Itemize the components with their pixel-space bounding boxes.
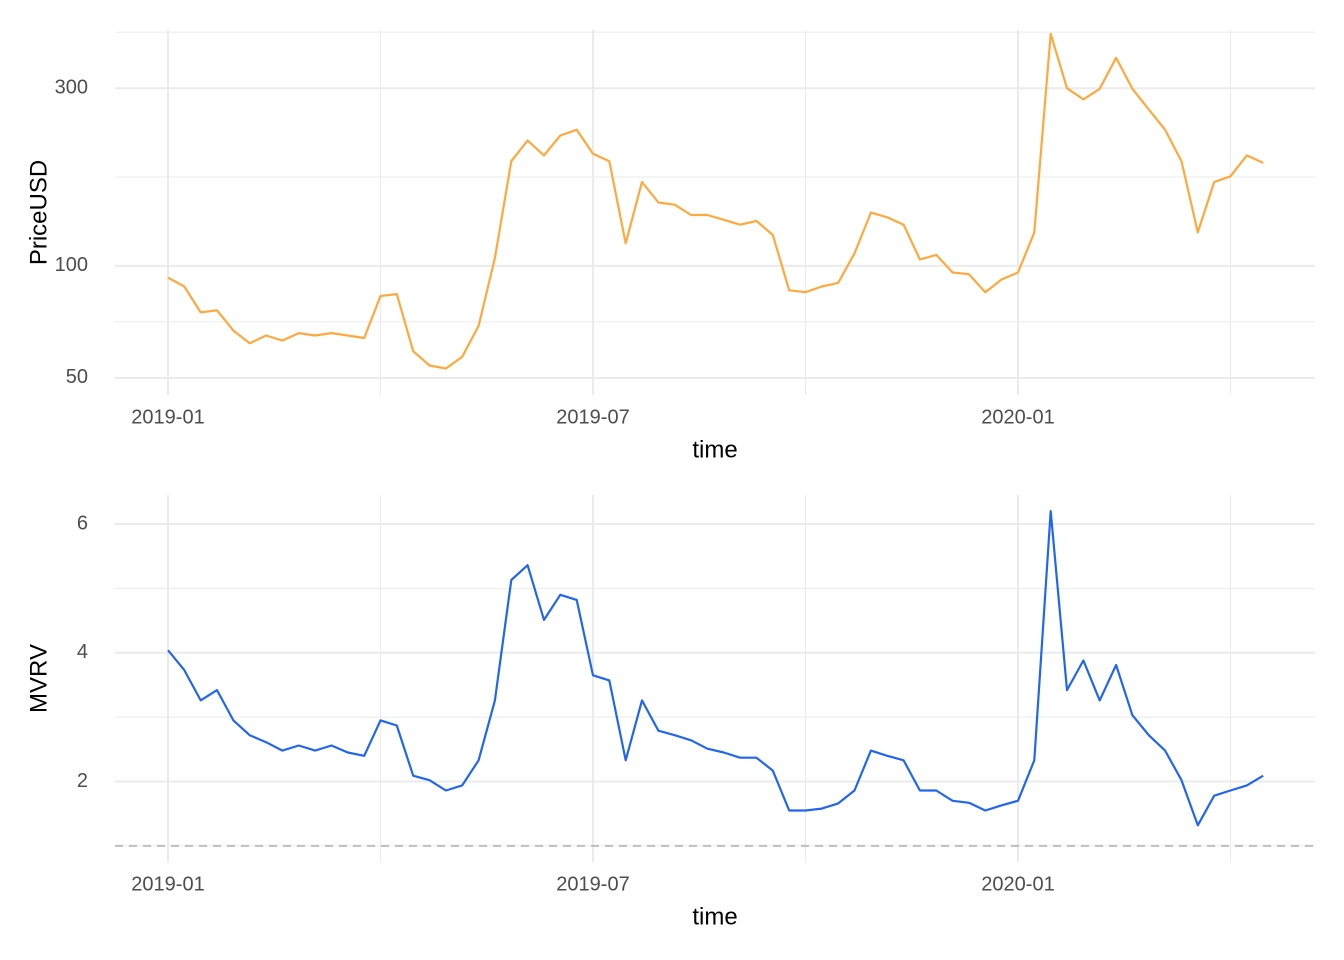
x-tick-label: 2019-07 — [556, 873, 629, 895]
data-line — [167, 510, 1264, 827]
y-axis-title: MVRV — [25, 644, 52, 713]
y-tick-label: 6 — [77, 512, 88, 534]
y-axis-title: PriceUSD — [25, 160, 52, 265]
y-tick-label: 100 — [55, 254, 88, 276]
y-tick-label: 4 — [77, 641, 88, 663]
x-tick-label: 2020-01 — [981, 406, 1054, 428]
y-tick-label: 50 — [66, 366, 88, 388]
x-tick-label: 2019-01 — [131, 406, 204, 428]
x-axis-title: time — [692, 436, 737, 463]
x-tick-label: 2020-01 — [981, 873, 1054, 895]
x-tick-label: 2019-01 — [131, 873, 204, 895]
y-tick-label: 2 — [77, 770, 88, 792]
data-line — [167, 32, 1264, 370]
x-tick-label: 2019-07 — [556, 406, 629, 428]
x-axis-title: time — [692, 903, 737, 930]
y-tick-label: 300 — [55, 76, 88, 98]
